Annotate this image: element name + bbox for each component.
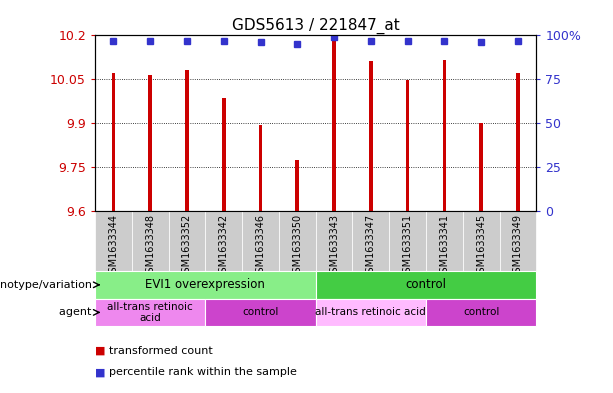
Text: GSM1633351: GSM1633351 (403, 214, 413, 279)
Text: percentile rank within the sample: percentile rank within the sample (109, 367, 296, 377)
Bar (316, 211, 352, 271)
Text: GSM1633349: GSM1633349 (513, 214, 523, 279)
Text: GSM1633345: GSM1633345 (476, 214, 486, 279)
Text: GSM1633343: GSM1633343 (329, 214, 339, 279)
Bar (148, 75, 152, 211)
Bar (95, 299, 205, 326)
Text: control: control (406, 278, 446, 291)
Bar (95, 211, 132, 271)
Bar (242, 211, 279, 271)
Bar (205, 299, 316, 326)
Bar (426, 211, 463, 271)
Text: ■: ■ (95, 367, 109, 377)
Text: transformed count: transformed count (109, 346, 212, 356)
Bar (463, 211, 500, 271)
Bar (95, 271, 316, 299)
Text: GSM1633350: GSM1633350 (292, 214, 302, 279)
Text: GSM1633344: GSM1633344 (109, 214, 118, 279)
Bar (443, 60, 446, 211)
Text: GSM1633347: GSM1633347 (366, 214, 376, 279)
Bar (479, 123, 483, 211)
Text: all-trans retinoic
acid: all-trans retinoic acid (107, 301, 193, 323)
Bar (185, 70, 189, 211)
Bar (316, 271, 536, 299)
Bar (295, 160, 299, 211)
Bar (426, 299, 536, 326)
Text: control: control (463, 307, 500, 318)
Text: GSM1633348: GSM1633348 (145, 214, 155, 279)
Bar (500, 211, 536, 271)
Bar (169, 211, 205, 271)
Bar (259, 125, 262, 211)
Bar (279, 211, 316, 271)
Text: EVI1 overexpression: EVI1 overexpression (145, 278, 265, 291)
Text: GSM1633352: GSM1633352 (182, 214, 192, 279)
Bar (332, 37, 336, 211)
Text: all-trans retinoic acid: all-trans retinoic acid (316, 307, 426, 318)
Text: genotype/variation: genotype/variation (0, 280, 95, 290)
Text: GSM1633341: GSM1633341 (440, 214, 449, 279)
Bar (516, 73, 520, 211)
Bar (389, 211, 426, 271)
Bar (316, 299, 426, 326)
Bar (205, 211, 242, 271)
Text: control: control (242, 307, 279, 318)
Bar (222, 98, 226, 211)
Bar (132, 211, 169, 271)
Bar (352, 211, 389, 271)
Text: agent: agent (59, 307, 95, 318)
Text: GSM1633346: GSM1633346 (256, 214, 265, 279)
Bar (112, 73, 115, 211)
Bar (406, 81, 409, 211)
Bar (369, 61, 373, 211)
Text: ■: ■ (95, 346, 109, 356)
Title: GDS5613 / 221847_at: GDS5613 / 221847_at (232, 18, 400, 34)
Text: GSM1633342: GSM1633342 (219, 214, 229, 279)
